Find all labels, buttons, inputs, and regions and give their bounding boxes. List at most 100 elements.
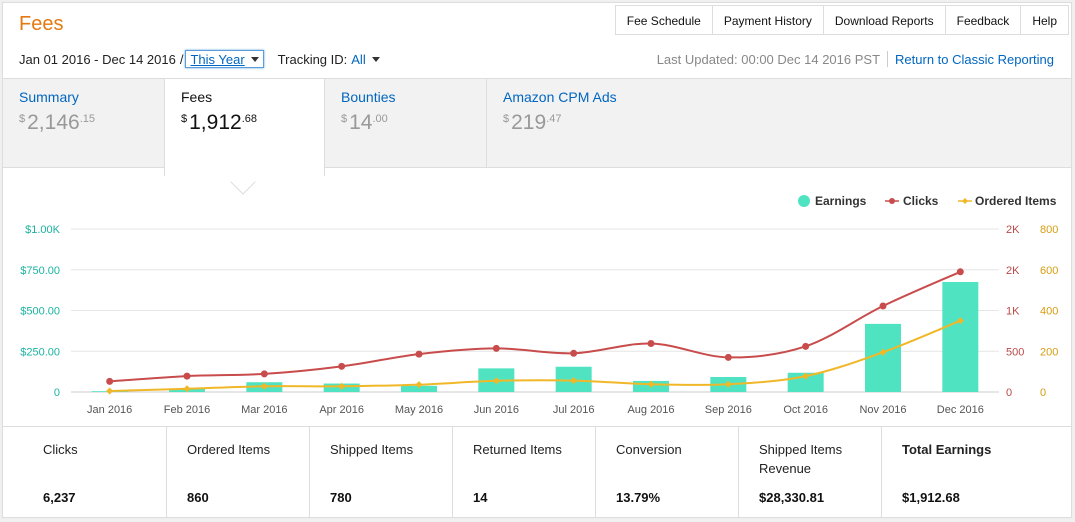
update-info: Last Updated: 00:00 Dec 14 2016 PST Retu… (657, 51, 1054, 67)
date-separator: / (179, 51, 184, 67)
classic-reporting-link[interactable]: Return to Classic Reporting (895, 51, 1054, 67)
earnings-legend-icon (798, 195, 810, 207)
caret-down-icon (371, 56, 380, 62)
x-axis-label: Aug 2016 (627, 404, 674, 416)
clicks-legend-icon (889, 198, 895, 204)
period-select[interactable]: This Year (185, 50, 264, 68)
x-axis-label: Feb 2016 (164, 404, 210, 416)
stat-label: Ordered Items (187, 442, 271, 457)
x-axis-label: Mar 2016 (241, 404, 287, 416)
ordered-axis-tick: 0 (1040, 387, 1046, 399)
nav-help[interactable]: Help (1020, 6, 1068, 34)
tab-amount: $2,146.15 (19, 111, 95, 134)
clicks-axis-tick: 1K (1006, 306, 1020, 318)
nav-fee-schedule[interactable]: Fee Schedule (626, 14, 701, 28)
ordered-items-point (106, 387, 114, 395)
stat-value: 860 (187, 490, 209, 505)
tab-amount: $14.00 (341, 111, 388, 134)
stat-value: 14 (473, 490, 488, 505)
stat-shipped-items: Shipped Items 780 (309, 427, 452, 518)
clicks-point (956, 268, 964, 276)
ordered-axis-tick: 400 (1040, 306, 1058, 318)
left-axis-tick: $750.00 (20, 265, 60, 277)
ordered-items-point (183, 385, 191, 393)
clicks-point (183, 372, 191, 380)
left-axis-tick: $500.00 (20, 306, 60, 318)
clicks-point (879, 302, 887, 310)
stat-label: Returned Items (473, 442, 562, 457)
tab-fees[interactable]: Fees $1,912.68 (164, 79, 325, 176)
ordered-items-point (415, 381, 423, 389)
tracking-id-filter[interactable]: Tracking ID: All (278, 52, 380, 67)
stat-value: 780 (330, 490, 352, 505)
clicks-axis-tick: 2K (1006, 224, 1020, 236)
ordered-items-point (570, 377, 578, 385)
stat-label: Shipped Items (330, 442, 414, 457)
tab-bounties[interactable]: Bounties $14.00 (325, 79, 485, 167)
clicks-line (109, 270, 961, 383)
date-range: Jan 01 2016 - Dec 14 2016 (19, 51, 176, 67)
clicks-point (260, 370, 268, 378)
clicks-axis-tick: 2K (1006, 265, 1020, 277)
x-axis-label: Apr 2016 (319, 404, 364, 416)
left-axis-tick: $1.00K (25, 224, 61, 236)
legend-ordered-items: Ordered Items (975, 194, 1057, 208)
tab-label: Amazon CPM Ads (503, 89, 617, 105)
tab-amount: $219.47 (503, 111, 562, 134)
caret-down-icon (250, 56, 259, 62)
clicks-point (647, 340, 655, 348)
legend-earnings: Earnings (815, 194, 867, 208)
x-axis-label: Jul 2016 (553, 404, 595, 416)
ordered-items-point (802, 372, 810, 380)
report-tabs: Summary $2,146.15 Fees $1,912.68 Bountie… (3, 78, 1071, 176)
nav-download-reports[interactable]: Download Reports (822, 6, 945, 34)
ordered-items-point (724, 380, 732, 388)
nav-feedback[interactable]: Feedback (944, 6, 1021, 34)
top-nav: Fee Schedule Payment History Download Re… (614, 5, 1069, 35)
stat-value: 13.79% (616, 490, 661, 505)
clicks-point (492, 344, 500, 352)
tab-label: Summary (19, 89, 79, 105)
date-filter-row: Jan 01 2016 - Dec 14 2016 / This Year Tr… (19, 50, 380, 68)
nav-payment-history[interactable]: Payment History (711, 6, 823, 34)
tracking-value[interactable]: All (351, 51, 366, 67)
clicks-point (570, 349, 578, 357)
x-axis-label: Oct 2016 (783, 404, 828, 416)
tab-summary[interactable]: Summary $2,146.15 (3, 79, 164, 167)
tab-amazon-cpm-ads[interactable]: Amazon CPM Ads $219.47 (486, 79, 1071, 167)
x-axis-label: Sep 2016 (705, 404, 752, 416)
stat-total-earnings: Total Earnings $1,912.68 (881, 427, 1071, 518)
clicks-point (724, 353, 732, 361)
left-axis-tick: 0 (54, 387, 60, 399)
ordered-items-point (956, 317, 964, 325)
earnings-bar (942, 281, 979, 392)
ordered-legend-icon (962, 198, 968, 204)
ordered-axis-tick: 200 (1040, 346, 1058, 358)
stat-shipped-revenue: Shipped Items Revenue $28,330.81 (738, 427, 881, 518)
tab-amount: $1,912.68 (181, 111, 257, 134)
ordered-items-line (109, 319, 961, 392)
stat-value: $28,330.81 (759, 490, 825, 505)
stats-row: Clicks 6,237 Ordered Items 860 Shipped I… (3, 426, 1071, 518)
ordered-items-point (879, 348, 887, 356)
x-axis-label: Dec 2016 (937, 404, 984, 416)
x-axis-label: Jan 2016 (87, 404, 132, 416)
tab-label: Bounties (341, 89, 396, 105)
ordered-items-point (492, 377, 500, 385)
tracking-label: Tracking ID: (277, 51, 348, 67)
ordered-axis-tick: 800 (1040, 224, 1058, 236)
earnings-bar (865, 323, 901, 392)
stat-clicks: Clicks 6,237 (3, 427, 166, 518)
stat-label: Shipped Items Revenue (759, 442, 843, 476)
clicks-axis-tick: 0 (1006, 387, 1012, 399)
legend-clicks: Clicks (903, 194, 939, 208)
stat-label: Total Earnings (902, 442, 992, 457)
stat-label: Conversion (616, 442, 682, 457)
x-axis-label: Jun 2016 (474, 404, 519, 416)
stat-returned-items: Returned Items 14 (452, 427, 595, 518)
ordered-items-point (647, 380, 655, 388)
clicks-point (338, 362, 346, 370)
x-axis-label: May 2016 (395, 404, 443, 416)
page-title: Fees (19, 13, 64, 35)
